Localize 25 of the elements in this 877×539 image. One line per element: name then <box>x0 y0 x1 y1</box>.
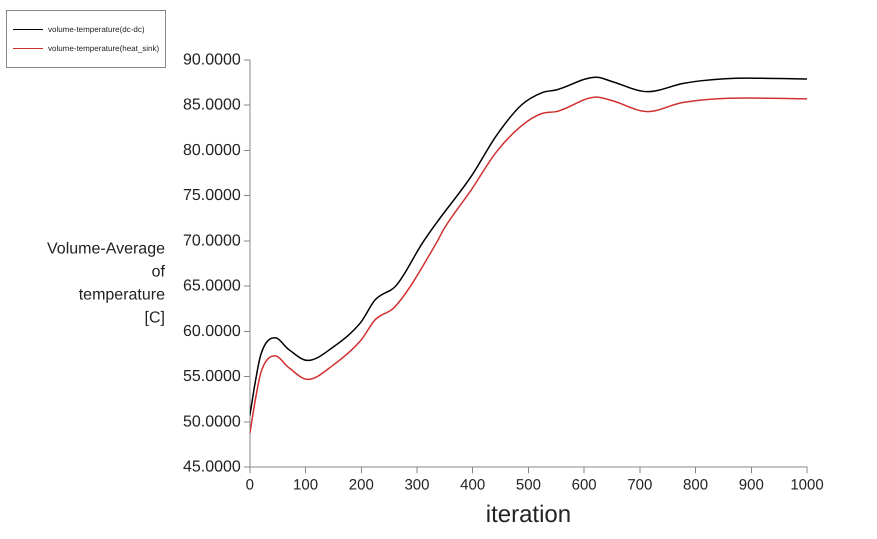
x-tick-label: 500 <box>516 476 541 494</box>
x-tick-label: 900 <box>738 476 764 494</box>
legend-label: volume-temperature(heat_sink) <box>48 44 160 53</box>
y-tick-label: 65.0000 <box>182 278 241 295</box>
y-tick-label: 50.0000 <box>182 413 241 430</box>
x-tick-label: 0 <box>246 476 254 494</box>
x-tick-label: 100 <box>293 476 318 494</box>
y-tick-label: 45.0000 <box>182 458 241 476</box>
y-axis-title: Volume-Average of temperature [C] <box>47 240 166 327</box>
y-tick-label: 90.0000 <box>182 51 241 68</box>
y-tick-label: 60.0000 <box>182 322 241 340</box>
x-tick-label: 700 <box>627 476 652 494</box>
x-tick-label: 1000 <box>790 476 824 494</box>
x-tick-label: 200 <box>348 476 374 494</box>
y-tick-label: 55.0000 <box>182 368 241 386</box>
y-tick-label: 80.0000 <box>182 142 241 159</box>
x-tick-label: 600 <box>572 476 597 494</box>
y-tick-label: 85.0000 <box>182 96 241 114</box>
x-tick-label: 300 <box>404 476 430 494</box>
legend-label: volume-temperature(dc-dc) <box>48 25 144 34</box>
y-tick-label: 75.0000 <box>182 187 241 204</box>
y-tick-label: 70.0000 <box>182 232 241 250</box>
x-tick-label: 800 <box>683 476 708 494</box>
x-tick-label: 400 <box>460 476 486 494</box>
x-axis-title: iteration <box>486 501 572 528</box>
